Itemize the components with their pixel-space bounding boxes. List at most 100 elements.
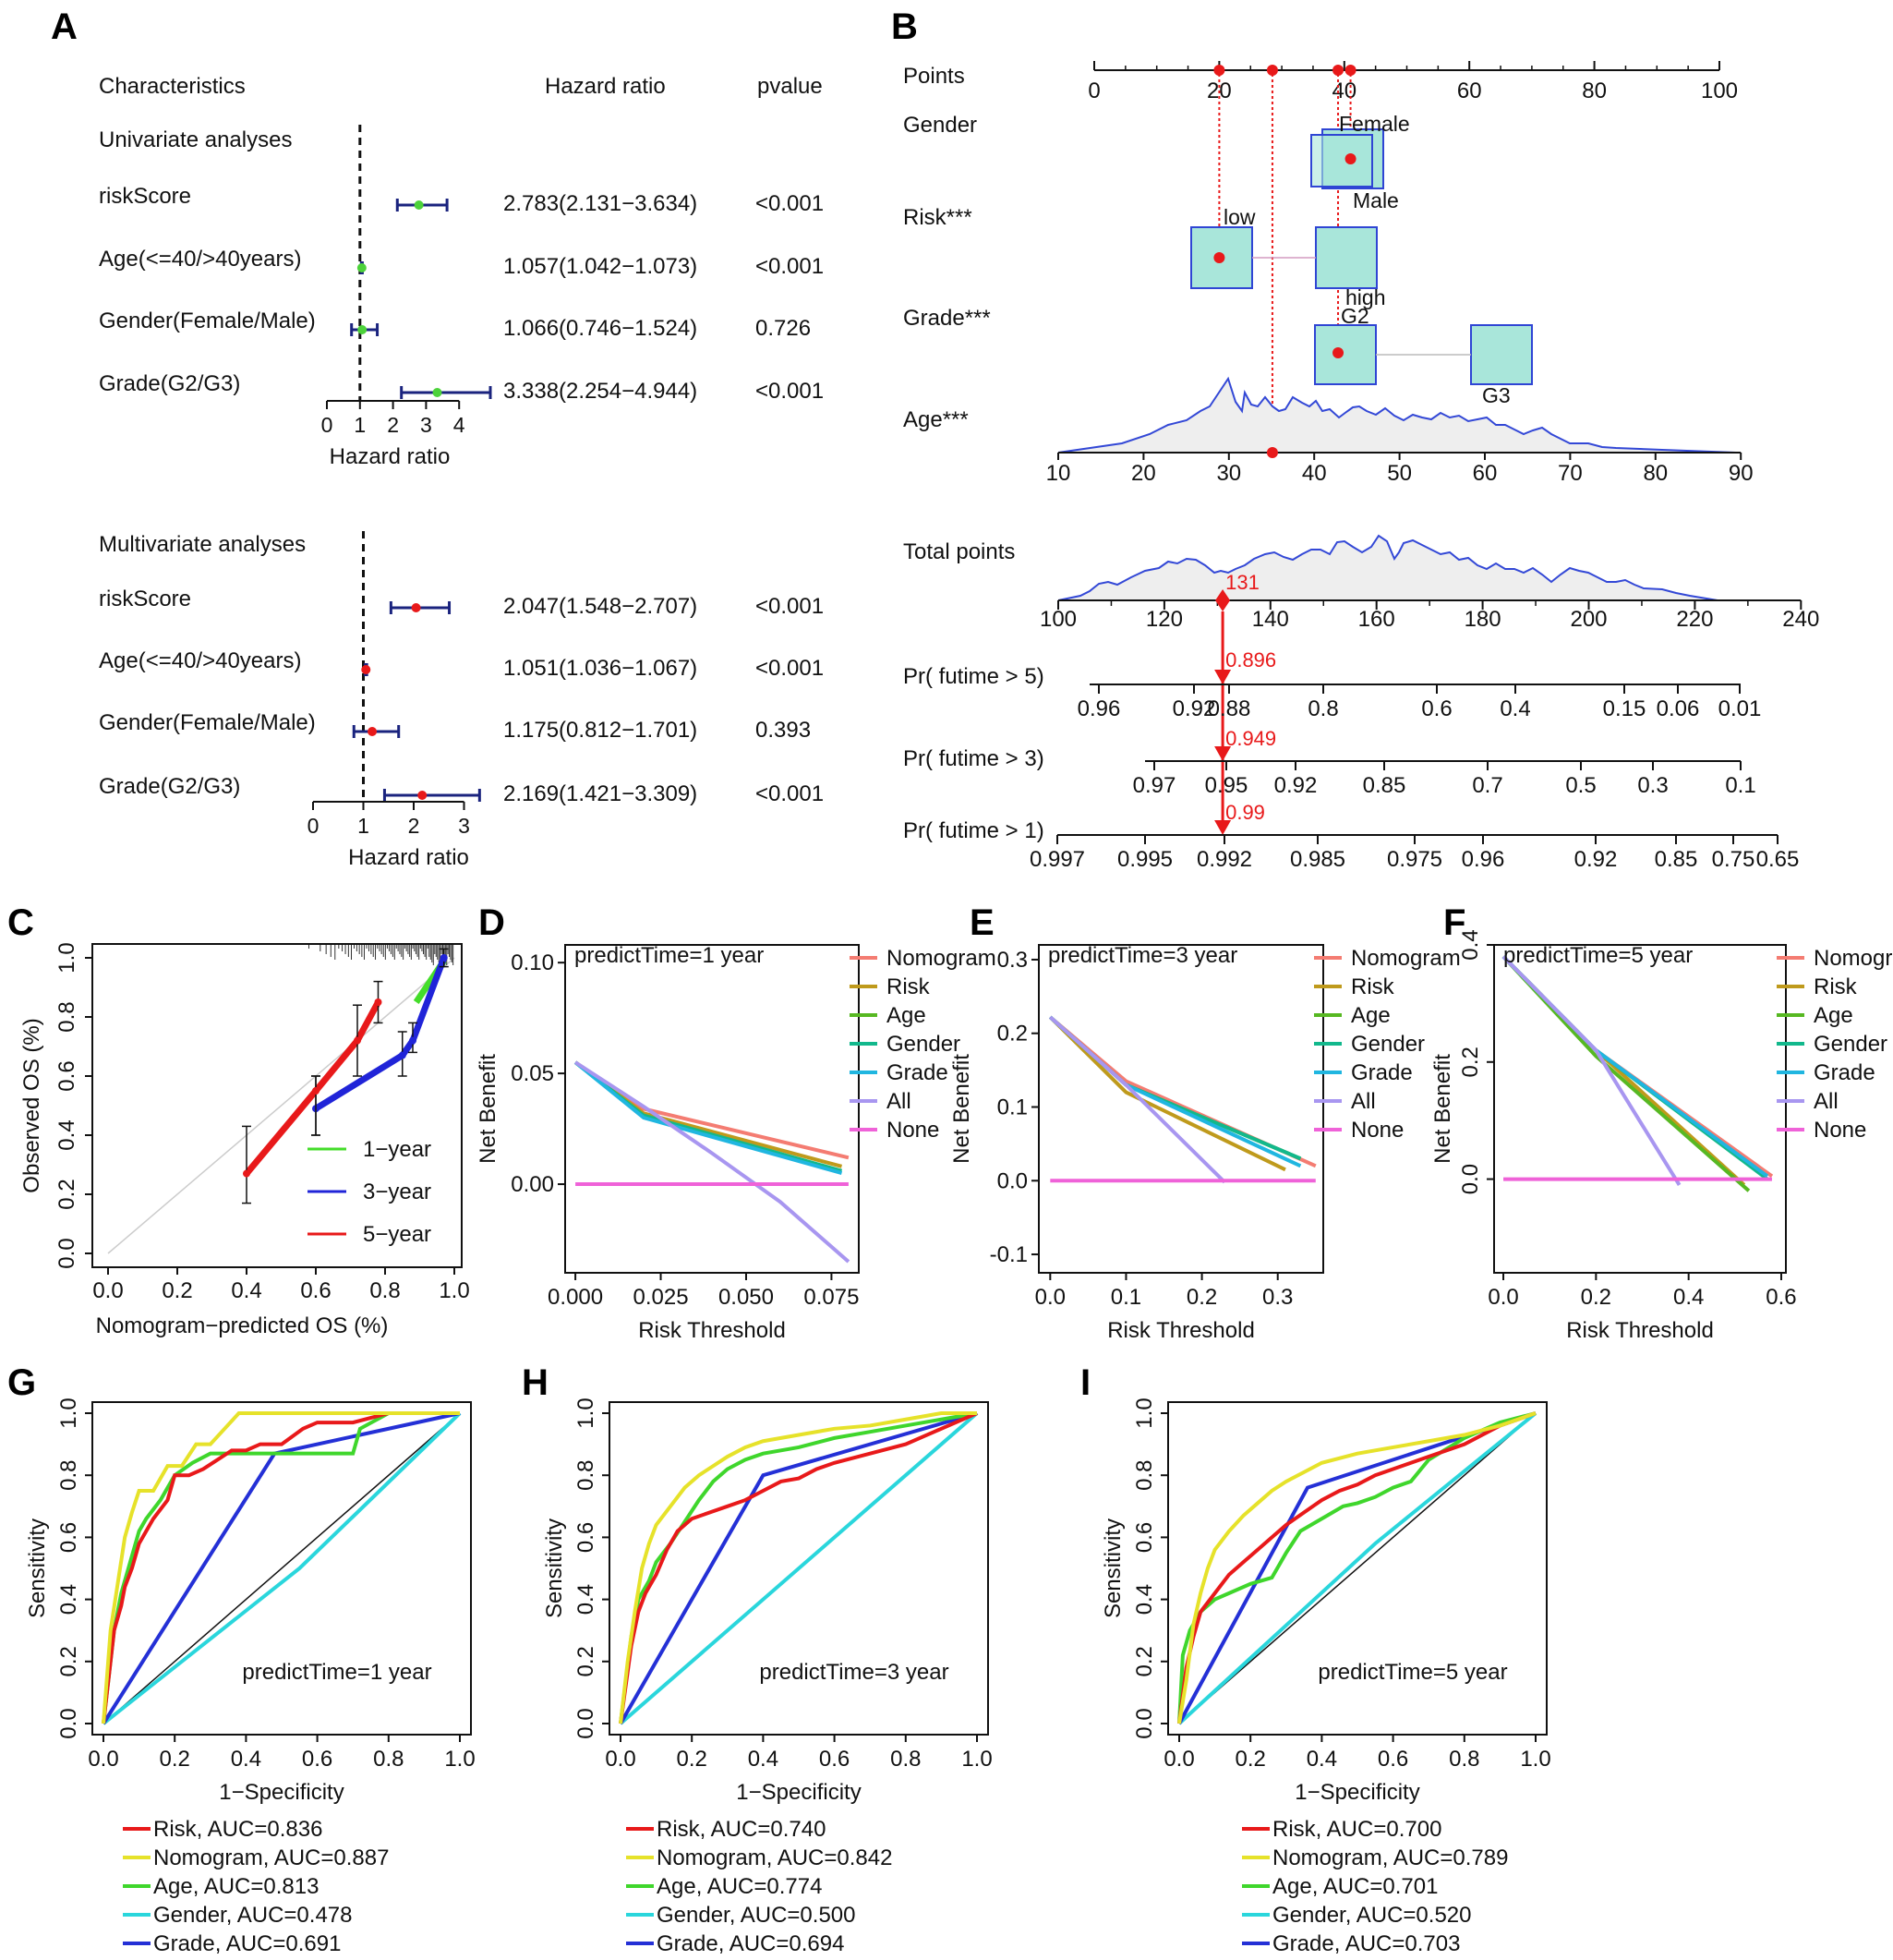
x-tick-label: 0.2 <box>162 1278 192 1303</box>
row-label: Grade(G2/G3) <box>99 774 240 799</box>
row-label: riskScore <box>99 587 191 611</box>
prob-tick-label: 0.975 <box>1387 847 1442 872</box>
chance-diagonal <box>1178 1412 1537 1724</box>
panel-d-dca: Nomogram Risk Age Gender Grade All None predict… <box>476 943 996 1343</box>
y-tick-label: 0.0 <box>1458 1164 1483 1194</box>
x-tick-label: 0.8 <box>890 1747 921 1772</box>
calibration-point <box>398 1051 406 1059</box>
chart-title: predictTime=1 year <box>574 943 764 968</box>
hr-point <box>414 200 424 210</box>
legend-label: Gender, AUC=0.520 <box>1272 1903 1471 1928</box>
points-marker <box>1213 65 1225 76</box>
x-axis-title: Hazard ratio <box>348 845 469 870</box>
prob-tick-label: 0.97 <box>1133 773 1176 798</box>
pvalue-text: <0.001 <box>755 379 824 404</box>
nomogram-row-label: Pr( futime > 1) <box>903 818 1044 843</box>
prob-tick-label: 0.7 <box>1472 773 1502 798</box>
roc-curve-grade <box>1177 1411 1537 1724</box>
legend-label: Age, AUC=0.813 <box>153 1874 319 1899</box>
roc-curve-gender <box>619 1411 979 1725</box>
legend-label: Age, AUC=0.701 <box>1272 1874 1438 1899</box>
prob-tick-label: 0.96 <box>1462 847 1505 872</box>
y-tick-label: 0.00 <box>511 1172 554 1197</box>
legend-label: None <box>1351 1118 1404 1143</box>
total-tick-label: 180 <box>1465 607 1501 632</box>
x-tick-label: 0 <box>307 814 320 838</box>
prob-tick-label: 0.8 <box>1308 696 1338 721</box>
legend-label: None <box>1814 1118 1866 1143</box>
dca-line-nomogram <box>1501 955 1774 1179</box>
calibration-point <box>374 998 382 1006</box>
panel-f-dca: Nomogram Risk Age Gender Grade All None predict… <box>1430 929 1893 1343</box>
legend-label: None <box>886 1118 939 1143</box>
prob-tick-label: 0.92 <box>1173 696 1216 721</box>
x-tick-label: 0.2 <box>160 1747 190 1772</box>
ci-text: 1.175(0.812−1.701) <box>503 718 697 743</box>
hr-point <box>411 603 421 612</box>
pvalue-text: <0.001 <box>755 594 824 619</box>
y-tick-label: 1.0 <box>573 1397 598 1428</box>
y-tick-label: 0.05 <box>511 1061 554 1086</box>
dca-line-age <box>1048 1015 1302 1161</box>
x-axis-title: 1−Specificity <box>219 1780 344 1805</box>
panel-i-roc: 0.0 0.0 0.2 0.2 0.4 0.4 0.6 0.6 0.8 0.8 1.0 1.0 1−Sp… <box>1101 1397 1551 1956</box>
y-axis-title: Observed OS (%) <box>19 1018 44 1192</box>
arrow-pr1 <box>1214 820 1232 835</box>
x-axis-title: Risk Threshold <box>1566 1318 1714 1343</box>
y-tick-label: 0.2 <box>573 1646 598 1676</box>
chart-title: predictTime=3 year <box>759 1660 948 1685</box>
y-tick-label: 0.4 <box>1132 1584 1157 1615</box>
nomogram-row-label: Grade*** <box>903 306 991 331</box>
risk-label-low: low <box>1224 205 1256 229</box>
header-hazard-ratio: Hazard ratio <box>545 74 666 99</box>
header-pvalue: pvalue <box>757 74 823 99</box>
legend-label: Grade, AUC=0.691 <box>153 1931 341 1956</box>
row-label: Grade(G2/G3) <box>99 371 240 396</box>
x-tick-label: 1.0 <box>439 1278 469 1303</box>
chance-diagonal <box>102 1412 461 1724</box>
total-tick-label: 120 <box>1146 607 1183 632</box>
roc-curve-gender <box>102 1411 462 1725</box>
roc-curve-age <box>102 1411 460 1724</box>
calibration-point <box>312 1087 320 1095</box>
pvalue-text: <0.001 <box>755 254 824 279</box>
y-tick-label: 0.2 <box>1458 1047 1483 1077</box>
chart-title: predictTime=5 year <box>1318 1660 1507 1685</box>
hr-point <box>432 388 442 397</box>
x-axis-title: 1−Specificity <box>736 1780 861 1805</box>
y-tick-label: 0.8 <box>56 1460 81 1491</box>
points-tick-label: 60 <box>1457 79 1482 103</box>
gender-marker <box>1344 153 1356 164</box>
x-tick-label: 0.4 <box>1307 1747 1337 1772</box>
age-tick-label: 70 <box>1558 461 1583 486</box>
pvalue-text: <0.001 <box>755 191 824 216</box>
x-tick-label: 0.8 <box>373 1747 404 1772</box>
hr-point <box>356 263 367 272</box>
y-tick-label: 0.0 <box>1132 1708 1157 1738</box>
y-tick-label: -0.1 <box>990 1242 1028 1267</box>
plot-frame <box>91 943 463 1268</box>
grade-box-g2 <box>1314 324 1377 385</box>
x-tick-label: 0.6 <box>302 1747 332 1772</box>
legend-label: Age, AUC=0.774 <box>657 1874 822 1899</box>
nomogram-row-label: Age*** <box>903 407 969 432</box>
plot-frame <box>609 1401 989 1736</box>
y-tick-label: 1.0 <box>1132 1397 1157 1428</box>
x-tick-label: 0.2 <box>1236 1747 1266 1772</box>
nomogram-row-label: Points <box>903 64 965 89</box>
x-tick-label: 0.0 <box>1164 1747 1194 1772</box>
legend-label: Gender <box>886 1032 960 1057</box>
y-tick-label: 0.0 <box>54 1238 79 1268</box>
x-tick-label: 0.075 <box>803 1285 859 1310</box>
legend-label: Risk, AUC=0.836 <box>153 1817 322 1842</box>
prob-tick-label: 0.01 <box>1718 696 1762 721</box>
y-tick-label: 0.6 <box>1132 1522 1157 1553</box>
prob-tick-label: 0.88 <box>1208 696 1251 721</box>
y-tick-label: 0.2 <box>56 1646 81 1676</box>
x-tick-label: 0.025 <box>633 1285 689 1310</box>
age-tick-label: 50 <box>1387 461 1412 486</box>
header-characteristics: Characteristics <box>99 74 246 99</box>
plot-frame <box>91 1401 472 1736</box>
total-tick-label: 140 <box>1252 607 1289 632</box>
